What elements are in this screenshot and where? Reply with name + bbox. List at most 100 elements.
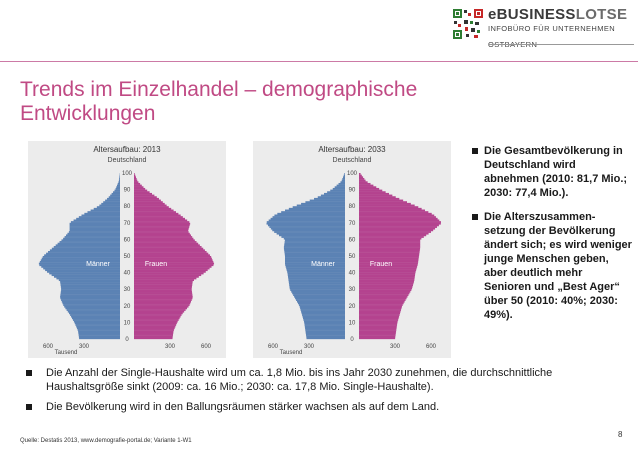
male-bar — [58, 279, 120, 282]
female-bar — [359, 181, 368, 184]
female-bar — [359, 177, 365, 180]
male-bar — [284, 244, 345, 247]
male-bar — [300, 309, 345, 311]
bullet-square-icon — [26, 370, 32, 376]
male-bar — [113, 191, 120, 194]
age-tick-label: 0 — [125, 337, 129, 343]
male-bar — [118, 181, 120, 184]
male-bar — [299, 305, 345, 308]
male-bar — [284, 254, 345, 257]
female-bar — [359, 192, 389, 195]
male-bar — [269, 226, 345, 228]
male-bar — [305, 201, 345, 204]
male-bar — [60, 282, 120, 285]
female-bar — [134, 259, 213, 262]
female-bar — [359, 275, 415, 278]
male-bar — [41, 265, 120, 268]
age-tick-label: 40 — [349, 271, 356, 277]
female-bar — [359, 241, 421, 243]
male-bar — [296, 204, 345, 207]
female-bar — [134, 191, 150, 194]
bottom-bullet: Die Anzahl der Single-Haushalte wird um … — [26, 366, 626, 394]
female-bar — [134, 212, 179, 215]
female-bar — [134, 310, 185, 313]
female-bar — [359, 304, 403, 306]
male-bar — [48, 251, 120, 253]
male-bar — [90, 209, 120, 212]
female-bar — [359, 307, 402, 310]
male-bar — [287, 274, 345, 277]
female-bar — [134, 224, 190, 227]
male-bar — [78, 330, 120, 333]
brand-lotse: LOTSE — [575, 6, 628, 23]
male-bar — [101, 202, 120, 205]
male-bar — [103, 201, 120, 204]
male-bar — [284, 249, 345, 252]
male-bar — [320, 194, 345, 197]
male-bar — [293, 294, 345, 296]
male-bar — [69, 227, 120, 230]
female-bar — [134, 330, 174, 333]
female-bar — [134, 290, 192, 293]
female-bar — [359, 206, 419, 209]
female-bar — [134, 239, 195, 242]
female-bar — [134, 279, 194, 282]
female-bar — [134, 287, 192, 290]
side-bullet: Die Alterszusammen-setzung der Bevölkeru… — [472, 210, 632, 322]
female-bar — [134, 289, 192, 292]
male-bar — [288, 280, 345, 283]
age-tick-label: 40 — [124, 271, 131, 277]
female-bar — [134, 194, 155, 197]
female-bar — [359, 217, 438, 220]
female-bar — [134, 229, 189, 232]
female-bar — [134, 236, 193, 238]
male-bar — [51, 247, 121, 250]
female-bar — [134, 201, 163, 204]
female-bar — [359, 182, 371, 185]
female-bar — [359, 176, 364, 179]
male-bar — [108, 196, 120, 199]
male-bar — [306, 337, 345, 340]
male-bar — [61, 300, 120, 303]
male-bar — [340, 181, 345, 184]
male-bar — [60, 295, 120, 298]
male-bar — [289, 287, 345, 290]
page-number: 8 — [618, 430, 623, 439]
female-bar — [359, 309, 401, 311]
female-bar — [359, 202, 411, 205]
female-bar — [134, 227, 189, 230]
female-bar — [359, 279, 415, 282]
male-bar — [55, 244, 120, 247]
female-bar — [134, 304, 190, 306]
male-bar — [56, 277, 120, 280]
male-bar — [285, 265, 345, 268]
female-bar — [359, 249, 420, 252]
male-bar — [288, 282, 345, 285]
female-bar — [359, 242, 421, 245]
male-bar — [304, 322, 345, 325]
female-bar — [134, 299, 192, 301]
male-bar — [285, 209, 345, 212]
female-bar — [134, 196, 157, 199]
male-bar — [93, 207, 120, 210]
female-bar — [134, 237, 194, 240]
male-bar — [286, 267, 345, 270]
male-bar — [60, 284, 120, 287]
ebusinesslotse-logo: eBUSINESSLOTSE INFOBÜRO FÜR UNTERNEHMEN … — [452, 6, 636, 58]
male-bar — [286, 269, 345, 272]
female-bar — [134, 206, 169, 209]
age-tick-label: 10 — [124, 320, 131, 326]
male-bar — [285, 264, 345, 267]
male-bar — [330, 189, 345, 192]
female-bar — [359, 187, 380, 190]
male-bar — [66, 234, 120, 237]
male-bar — [49, 249, 120, 252]
female-bar — [359, 222, 441, 225]
male-bar — [47, 270, 120, 273]
male-bar — [64, 305, 120, 308]
female-bar — [134, 300, 191, 303]
male-bar — [289, 284, 345, 287]
female-bar — [134, 297, 193, 300]
male-bar — [41, 257, 120, 260]
female-bar — [359, 246, 421, 248]
